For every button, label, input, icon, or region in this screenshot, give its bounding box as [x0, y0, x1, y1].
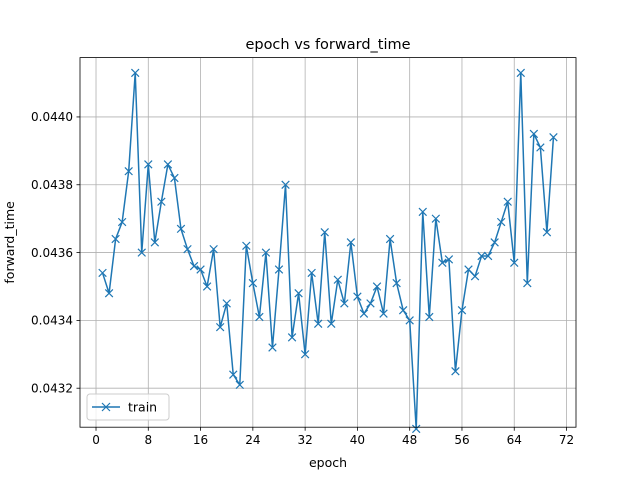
data-point-x-marker	[464, 265, 473, 274]
data-point-x-marker	[366, 299, 375, 308]
data-point-x-marker	[411, 424, 421, 434]
data-point-x-marker	[176, 224, 186, 234]
data-point-x-marker	[98, 268, 107, 278]
y-tick-label: 0.0432	[31, 382, 73, 396]
data-point-x-marker	[183, 244, 192, 254]
data-point-x-marker	[215, 322, 225, 332]
data-point-x-marker	[431, 214, 441, 223]
chart-title: epoch vs forward_time	[245, 37, 410, 53]
data-point-x-marker	[549, 133, 558, 142]
y-tick-label: 0.0436	[31, 246, 73, 260]
data-point-x-marker	[261, 248, 271, 257]
data-point-x-marker	[353, 292, 362, 301]
data-point-x-marker	[150, 238, 160, 247]
data-point-x-marker	[438, 258, 447, 267]
data-point-x-marker	[144, 160, 153, 169]
x-tick-label: 72	[559, 433, 574, 447]
legend-box	[86, 393, 170, 421]
data-point-x-marker	[542, 228, 552, 237]
legend: train	[86, 393, 170, 421]
data-point-x-marker	[392, 278, 401, 288]
data-point-x-marker	[242, 241, 251, 251]
legend-x-marker-icon	[101, 402, 111, 412]
data-point-x-marker	[477, 251, 486, 261]
data-point-x-marker	[470, 272, 480, 281]
data-point-x-marker	[268, 343, 277, 352]
data-point-x-marker	[248, 278, 258, 288]
data-point-x-marker	[163, 160, 173, 169]
data-point-x-marker	[111, 234, 120, 244]
data-point-x-marker	[359, 309, 369, 318]
data-point-x-marker	[170, 173, 179, 183]
data-point-x-marker	[117, 217, 127, 227]
data-point-x-marker	[536, 143, 545, 152]
x-tick-label: 16	[193, 433, 208, 447]
data-point-x-marker	[490, 238, 499, 247]
data-point-x-marker	[307, 268, 316, 278]
data-point-x-marker	[523, 278, 532, 288]
data-point-x-marker	[483, 251, 493, 261]
x-tick-label: 64	[507, 433, 522, 447]
data-point-x-marker	[340, 299, 349, 308]
data-point-x-marker	[451, 367, 460, 376]
data-point-x-marker	[255, 312, 264, 322]
data-point-x-marker	[300, 350, 310, 359]
data-point-x-marker	[209, 244, 218, 254]
data-point-x-marker	[196, 265, 205, 274]
series-line	[101, 72, 555, 430]
series-layer	[98, 68, 558, 434]
data-point-x-marker	[137, 248, 146, 257]
y-axis-label: forward_time	[2, 201, 17, 284]
y-tick-label: 0.0438	[31, 178, 73, 192]
data-point-x-marker	[372, 282, 382, 291]
data-point-x-marker	[157, 197, 166, 206]
data-point-x-marker	[281, 180, 290, 189]
data-point-x-marker	[313, 319, 323, 329]
data-point-x-marker	[503, 197, 512, 206]
data-point-x-marker	[510, 258, 519, 267]
data-point-x-marker	[320, 228, 329, 237]
data-point-x-marker	[229, 370, 238, 379]
data-point-x-marker	[457, 305, 467, 315]
data-point-x-marker	[327, 319, 336, 329]
data-point-x-marker	[496, 217, 506, 227]
y-axis-ticks: 0.0432 0.0434 0.0436 0.0438 0.0440	[31, 110, 80, 396]
data-point-x-marker	[398, 305, 408, 315]
x-tick-label: 0	[92, 433, 100, 447]
data-point-x-marker	[124, 166, 133, 176]
legend-label: train	[128, 400, 157, 415]
x-axis-ticks: 0 8 16 24 32 40 48 56 64 72	[92, 427, 574, 447]
data-point-x-marker	[516, 68, 526, 78]
x-tick-label: 40	[350, 433, 365, 447]
data-point-x-marker	[385, 234, 395, 244]
data-point-x-marker	[418, 207, 427, 217]
data-point-x-marker	[235, 380, 245, 390]
data-point-x-marker	[294, 289, 303, 298]
data-point-x-marker	[529, 129, 539, 139]
grid	[80, 57, 576, 428]
y-tick-label: 0.0440	[31, 110, 73, 124]
x-axis-label: epoch	[309, 455, 347, 470]
data-point-x-marker	[444, 255, 454, 264]
data-point-x-marker	[405, 316, 414, 325]
data-point-x-marker	[333, 275, 343, 284]
data-point-x-marker	[104, 289, 114, 298]
data-point-x-marker	[287, 333, 297, 342]
data-point-x-marker	[379, 309, 388, 318]
data-point-x-marker	[189, 261, 199, 271]
data-point-x-marker	[222, 299, 231, 308]
data-point-x-marker	[346, 238, 356, 247]
plot-frame	[79, 57, 577, 428]
x-tick-label: 56	[454, 433, 469, 447]
x-tick-label: 32	[297, 433, 312, 447]
x-tick-label: 8	[144, 433, 152, 447]
data-point-x-marker	[425, 312, 434, 322]
data-point-x-marker	[130, 68, 140, 78]
y-tick-label: 0.0434	[31, 314, 73, 328]
x-tick-label: 24	[245, 433, 260, 447]
data-point-x-marker	[274, 265, 284, 274]
x-tick-label: 48	[402, 433, 417, 447]
data-point-x-marker	[202, 282, 212, 291]
